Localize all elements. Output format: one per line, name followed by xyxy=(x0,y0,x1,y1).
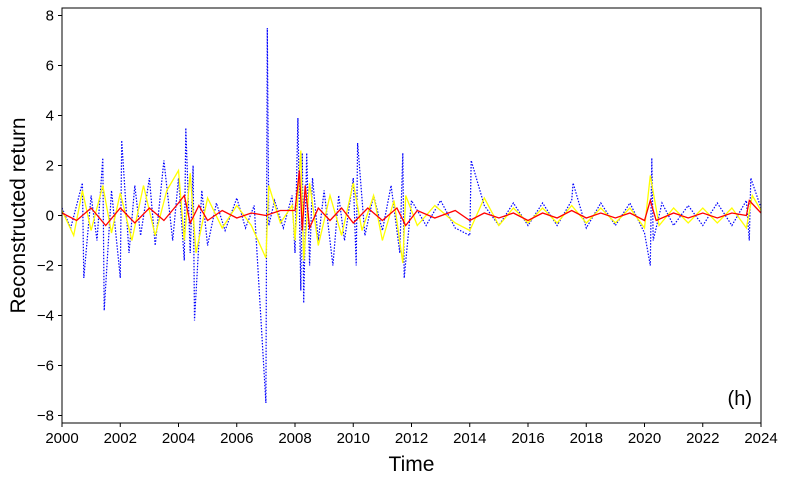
x-axis: 2000 2002 2004 2006 2008 2010 2012 2014 2016 2018… xyxy=(45,423,778,447)
x-tick-label: 2006 xyxy=(220,430,253,447)
x-tick-label: 2008 xyxy=(278,430,311,447)
y-axis-label: Reconstructed return xyxy=(7,117,30,313)
plot-background xyxy=(62,8,761,423)
x-tick-label: 2004 xyxy=(162,430,195,447)
series-line-2 xyxy=(61,170,762,231)
y-axis: −8 −6 −4 −2 0 2 4 6 8 xyxy=(37,8,62,425)
y-tick-label: −2 xyxy=(37,258,54,275)
x-axis-label: Time xyxy=(389,453,435,476)
y-tick-label: −6 xyxy=(37,358,54,375)
series-line-1 xyxy=(61,150,762,264)
y-tick-label: 4 xyxy=(46,108,54,125)
x-tick-label: 2020 xyxy=(628,430,661,447)
x-tick-label: 2018 xyxy=(570,430,603,447)
series-layer xyxy=(61,27,762,404)
y-tick-label: −8 xyxy=(37,408,54,425)
x-tick-label: 2016 xyxy=(511,430,544,447)
x-tick-label: 2024 xyxy=(744,430,777,447)
y-tick-label: 2 xyxy=(46,158,54,175)
x-tick-label: 2022 xyxy=(686,430,719,447)
x-tick-label: 2012 xyxy=(395,430,428,447)
x-tick-label: 2000 xyxy=(45,430,78,447)
x-tick-label: 2014 xyxy=(453,430,486,447)
y-tick-label: −4 xyxy=(37,308,54,325)
y-tick-label: 8 xyxy=(46,8,54,25)
y-tick-label: 6 xyxy=(46,58,54,75)
y-tick-label: 0 xyxy=(46,208,54,225)
x-tick-label: 2002 xyxy=(104,430,137,447)
x-tick-label: 2010 xyxy=(337,430,370,447)
panel-label: (h) xyxy=(728,388,752,410)
